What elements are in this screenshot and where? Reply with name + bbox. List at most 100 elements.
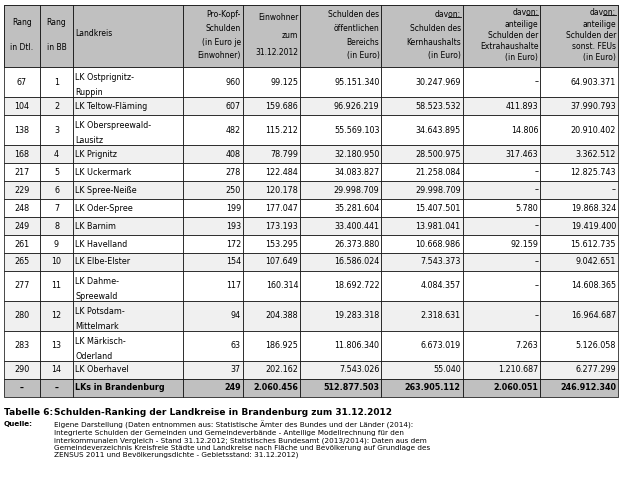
Bar: [381, 199, 463, 217]
Text: 9: 9: [54, 239, 59, 249]
Bar: [4, 115, 40, 145]
Text: Schulden des: Schulden des: [409, 24, 461, 33]
Bar: [40, 331, 73, 361]
Bar: [40, 67, 73, 97]
Bar: [381, 379, 463, 397]
Text: 5: 5: [54, 167, 59, 176]
Bar: [183, 5, 243, 67]
Text: 21.258.084: 21.258.084: [415, 167, 461, 176]
Bar: [243, 331, 300, 361]
Bar: [541, 145, 618, 163]
Text: Lausitz: Lausitz: [75, 136, 103, 145]
Text: 19.283.318: 19.283.318: [334, 312, 379, 321]
Bar: [40, 97, 73, 115]
Bar: [243, 271, 300, 301]
Bar: [381, 253, 463, 271]
Text: 29.998.709: 29.998.709: [334, 185, 379, 195]
Text: 11.806.340: 11.806.340: [335, 341, 379, 350]
Bar: [300, 379, 381, 397]
Bar: [40, 199, 73, 217]
Text: 5.126.058: 5.126.058: [575, 341, 616, 350]
Bar: [463, 271, 541, 301]
Text: 64.903.371: 64.903.371: [571, 77, 616, 87]
Bar: [541, 199, 618, 217]
Text: 202.162: 202.162: [266, 366, 299, 374]
Text: 55.040: 55.040: [433, 366, 461, 374]
Text: 122.484: 122.484: [266, 167, 299, 176]
Bar: [40, 163, 73, 181]
Bar: [300, 163, 381, 181]
Text: 261: 261: [14, 239, 29, 249]
Bar: [541, 235, 618, 253]
Text: 317.463: 317.463: [506, 150, 539, 159]
Bar: [73, 217, 183, 235]
Bar: [40, 145, 73, 163]
Bar: [541, 115, 618, 145]
Bar: [73, 163, 183, 181]
Bar: [541, 217, 618, 235]
Bar: [463, 199, 541, 217]
Text: 16.586.024: 16.586.024: [334, 258, 379, 267]
Bar: [243, 5, 300, 67]
Text: 104: 104: [14, 101, 29, 110]
Bar: [541, 181, 618, 199]
Text: 95.151.340: 95.151.340: [334, 77, 379, 87]
Bar: [463, 97, 541, 115]
Text: 248: 248: [14, 204, 29, 213]
Text: LK Havelland: LK Havelland: [75, 239, 128, 249]
Text: Spreewald: Spreewald: [75, 292, 118, 301]
Bar: [73, 331, 183, 361]
Bar: [4, 217, 40, 235]
Text: 33.400.441: 33.400.441: [335, 221, 379, 230]
Text: 10: 10: [52, 258, 62, 267]
Bar: [73, 253, 183, 271]
Text: Landkreis: Landkreis: [75, 30, 113, 38]
Bar: [73, 379, 183, 397]
Bar: [183, 97, 243, 115]
Bar: [300, 145, 381, 163]
Bar: [73, 199, 183, 217]
Bar: [463, 379, 541, 397]
Text: 55.569.103: 55.569.103: [334, 126, 379, 134]
Text: 7.263: 7.263: [516, 341, 539, 350]
Bar: [243, 115, 300, 145]
Text: 120.178: 120.178: [266, 185, 299, 195]
Bar: [300, 115, 381, 145]
Bar: [381, 271, 463, 301]
Bar: [463, 115, 541, 145]
Text: –: –: [55, 383, 58, 392]
Bar: [40, 361, 73, 379]
Text: 37: 37: [231, 366, 241, 374]
Text: 246.912.340: 246.912.340: [560, 383, 616, 392]
Text: 94: 94: [231, 312, 241, 321]
Text: 14: 14: [52, 366, 62, 374]
Text: (in Euro je: (in Euro je: [202, 38, 241, 47]
Text: Rang: Rang: [47, 18, 67, 27]
Text: 8: 8: [54, 221, 59, 230]
Text: Tabelle 6:: Tabelle 6:: [4, 408, 53, 417]
Text: 160.314: 160.314: [266, 282, 299, 291]
Text: Schulden des: Schulden des: [328, 10, 379, 19]
Bar: [183, 301, 243, 331]
Text: 265: 265: [14, 258, 29, 267]
Bar: [541, 301, 618, 331]
Text: davon:: davon:: [435, 10, 461, 19]
Bar: [40, 379, 73, 397]
Text: LK Potsdam-: LK Potsdam-: [75, 307, 125, 316]
Text: davon:: davon:: [513, 9, 539, 17]
Bar: [300, 5, 381, 67]
Text: 250: 250: [226, 185, 241, 195]
Text: 29.998.709: 29.998.709: [415, 185, 461, 195]
Text: 2.318.631: 2.318.631: [420, 312, 461, 321]
Bar: [541, 331, 618, 361]
Bar: [73, 361, 183, 379]
Text: 217: 217: [14, 167, 29, 176]
Text: 34.083.827: 34.083.827: [334, 167, 379, 176]
Text: 63: 63: [231, 341, 241, 350]
Text: –: –: [534, 282, 539, 291]
Bar: [381, 181, 463, 199]
Text: 153.295: 153.295: [265, 239, 299, 249]
Text: 13.981.041: 13.981.041: [415, 221, 461, 230]
Text: 7.543.026: 7.543.026: [339, 366, 379, 374]
Text: 960: 960: [226, 77, 241, 87]
